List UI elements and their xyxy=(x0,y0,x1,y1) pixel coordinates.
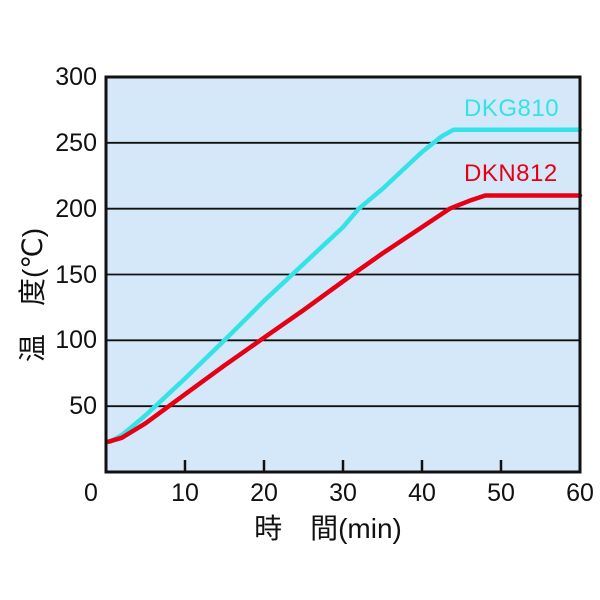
y-tick-label-300: 300 xyxy=(55,63,97,91)
x-tick-label-10: 10 xyxy=(171,479,199,507)
x-tick-label-40: 40 xyxy=(408,479,436,507)
dkg810-series-label: DKG810 xyxy=(464,95,560,122)
x-tick-label-20: 20 xyxy=(250,479,278,507)
x-tick-label-60: 60 xyxy=(566,479,594,507)
x-tick-label-0: 0 xyxy=(84,479,98,507)
y-tick-label-200: 200 xyxy=(55,194,97,223)
y-axis-title: 温 度(℃) xyxy=(17,227,48,363)
dkg810-line xyxy=(107,127,583,444)
plot-border xyxy=(104,75,582,474)
dkn812-series-label: DKN812 xyxy=(464,160,558,187)
x-tick-label-30: 30 xyxy=(329,479,357,507)
y-tick-label-150: 150 xyxy=(55,260,97,289)
y-tick-label-250: 250 xyxy=(55,128,97,157)
y-tick-label-100: 100 xyxy=(55,326,97,355)
x-tick-label-50: 50 xyxy=(487,479,515,507)
x-tick-marks xyxy=(183,460,503,472)
gridlines xyxy=(106,141,580,408)
x-axis-title: 時 間(min) xyxy=(254,513,402,544)
y-tick-label-50: 50 xyxy=(69,392,97,421)
dkn812-line xyxy=(106,193,583,444)
